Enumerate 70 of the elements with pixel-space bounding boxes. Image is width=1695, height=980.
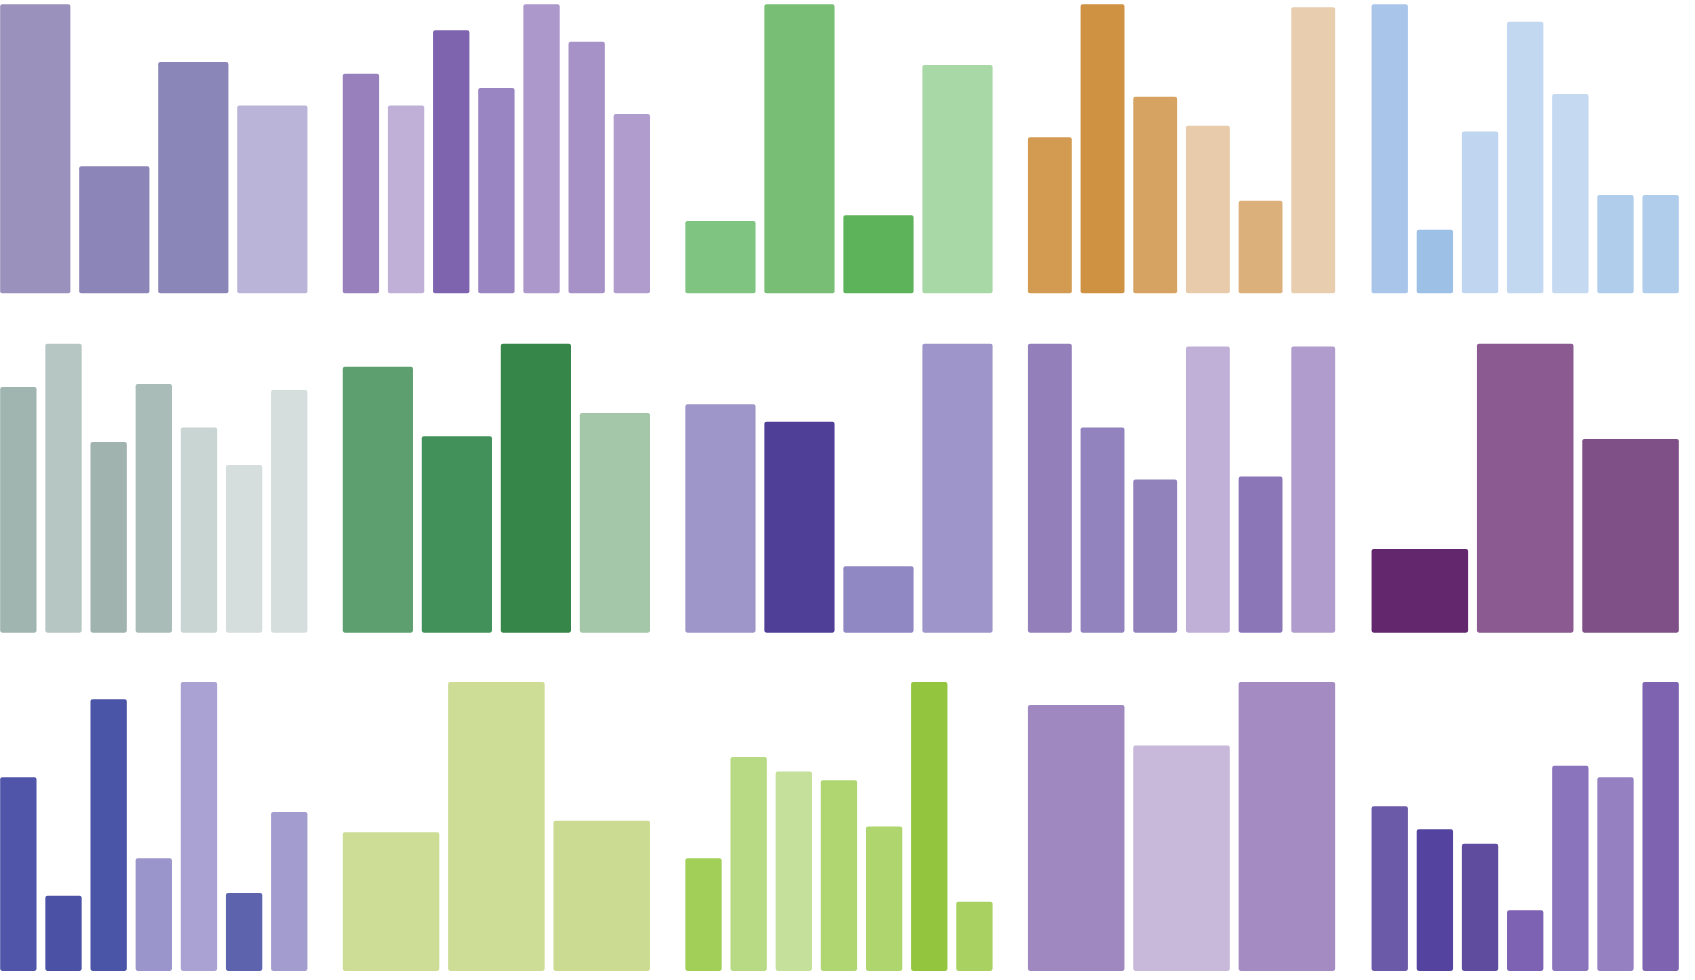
bar — [1642, 195, 1679, 294]
bar — [1185, 346, 1230, 633]
bar — [1416, 829, 1454, 971]
bar — [1461, 843, 1499, 971]
bar — [1080, 4, 1125, 294]
bar — [956, 901, 993, 971]
bar — [0, 387, 37, 633]
bar — [1461, 131, 1499, 294]
bar — [685, 858, 722, 971]
bar — [225, 465, 263, 633]
bar — [158, 62, 229, 294]
bar — [1027, 137, 1072, 294]
bar — [843, 215, 914, 294]
bar — [421, 436, 492, 633]
bar — [730, 757, 767, 971]
bar — [90, 699, 127, 971]
bar — [1291, 346, 1336, 633]
bar — [79, 166, 150, 294]
bar — [0, 4, 71, 294]
bar — [1416, 229, 1454, 294]
bar — [180, 427, 218, 633]
bar — [1238, 476, 1283, 633]
bar — [911, 681, 948, 971]
bar — [843, 566, 914, 633]
bar — [1238, 200, 1283, 294]
bar — [775, 771, 812, 971]
bar — [500, 343, 571, 633]
bar — [0, 777, 37, 971]
bar — [90, 441, 127, 633]
bar — [1507, 910, 1544, 971]
bar — [387, 105, 425, 294]
bar — [1133, 479, 1178, 633]
bar — [433, 30, 470, 294]
bar — [1552, 765, 1589, 971]
bar — [1133, 96, 1178, 294]
bar — [225, 892, 263, 971]
bar — [523, 4, 560, 294]
bar — [764, 4, 835, 294]
bar — [271, 812, 308, 971]
bar — [1642, 681, 1679, 971]
bar — [764, 421, 835, 633]
bar — [1027, 343, 1072, 633]
bar — [342, 73, 380, 294]
bar — [1507, 21, 1544, 294]
bar — [135, 384, 172, 633]
bar — [1597, 195, 1634, 294]
bar — [1552, 93, 1589, 294]
bar — [922, 64, 993, 294]
bar — [45, 343, 82, 633]
bar — [1185, 125, 1230, 294]
bar — [579, 413, 651, 633]
bar — [478, 88, 515, 294]
bar — [1371, 4, 1408, 294]
bar — [568, 41, 605, 294]
bar — [342, 366, 413, 633]
bar — [865, 826, 903, 971]
bar — [180, 681, 218, 971]
bar — [237, 105, 308, 294]
bar — [1291, 7, 1336, 294]
bar — [1371, 806, 1408, 971]
bar — [1080, 427, 1125, 633]
bar — [820, 780, 858, 971]
bar — [45, 895, 82, 971]
bar — [135, 858, 172, 971]
bar — [271, 389, 308, 633]
bar — [685, 221, 756, 294]
bar — [685, 404, 756, 633]
bar — [613, 114, 651, 294]
bar — [922, 343, 993, 633]
bar — [1597, 777, 1634, 971]
